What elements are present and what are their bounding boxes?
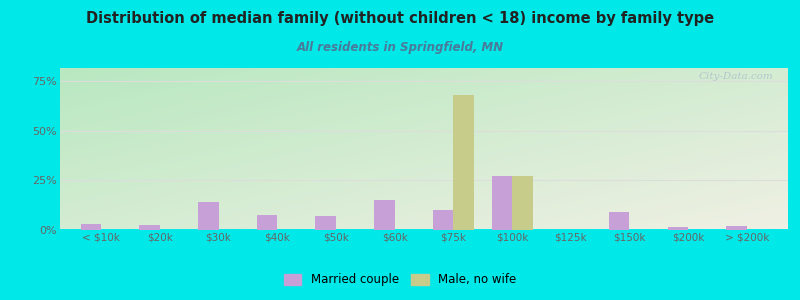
Bar (512, 176, 533, 230)
Bar (668, 226, 688, 230)
Bar (491, 176, 512, 230)
Bar (433, 210, 454, 230)
Bar (198, 202, 218, 230)
Bar (609, 212, 630, 230)
Bar (257, 215, 278, 230)
Bar (374, 200, 394, 230)
Legend: Married couple, Male, no wife: Married couple, Male, no wife (279, 269, 521, 291)
Bar (454, 95, 474, 230)
Text: Distribution of median family (without children < 18) income by family type: Distribution of median family (without c… (86, 11, 714, 26)
Bar (81, 224, 101, 230)
Text: City-Data.com: City-Data.com (698, 72, 774, 81)
Bar (315, 216, 336, 230)
Bar (139, 225, 160, 230)
Bar (726, 226, 747, 230)
Text: All residents in Springfield, MN: All residents in Springfield, MN (297, 40, 503, 53)
